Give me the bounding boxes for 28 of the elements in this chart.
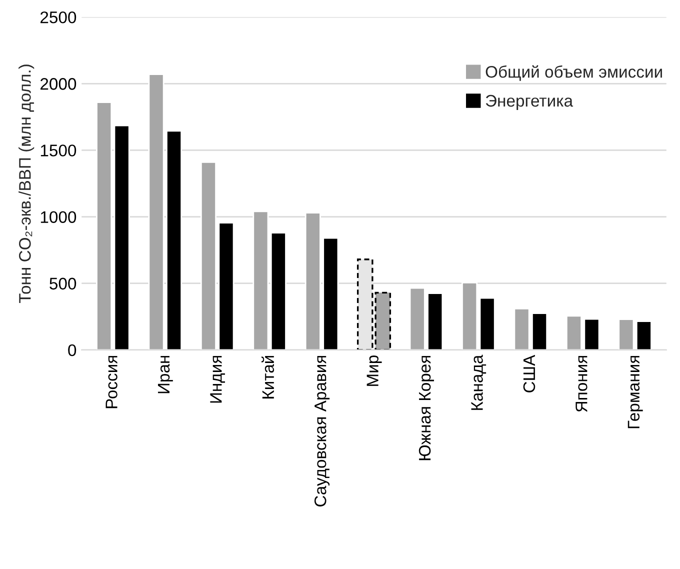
bar bbox=[96, 102, 112, 350]
x-tick-label: Индия bbox=[210, 356, 225, 403]
x-tick-label: Россия bbox=[106, 356, 118, 408]
bar bbox=[462, 282, 478, 350]
legend-label: Энергетика bbox=[486, 94, 574, 110]
x-tick-label: Мир bbox=[366, 355, 382, 386]
x-tick-label: Япония bbox=[576, 356, 588, 412]
x-tick-label: США bbox=[523, 354, 536, 392]
y-axis-title: Тонн CO₂-экв./ВВП (млн долл.) bbox=[18, 64, 34, 304]
y-tick-label: 2500 bbox=[40, 11, 76, 24]
x-tick-label: Саудовская Аравия bbox=[314, 356, 330, 506]
x-tick-label: Иран bbox=[158, 356, 173, 394]
x-tick-label: Германия bbox=[628, 356, 643, 428]
y-tick-label: 1000 bbox=[40, 211, 76, 223]
y-tick-label: 500 bbox=[50, 278, 76, 290]
bar bbox=[270, 232, 286, 350]
bar bbox=[618, 318, 634, 350]
y-tick-label: 0 bbox=[68, 344, 76, 356]
bar bbox=[479, 297, 496, 350]
x-tick-label: Китай bbox=[262, 356, 274, 398]
y-tick-label: 1500 bbox=[40, 144, 76, 156]
x-tick-label: Канада bbox=[471, 354, 486, 410]
bar bbox=[114, 124, 130, 350]
x-tick-label: Южная Корея bbox=[418, 356, 434, 460]
bar bbox=[252, 210, 269, 350]
y-tick-label: 2000 bbox=[40, 78, 76, 90]
legend-label: Общий объем эмиссии bbox=[486, 65, 662, 81]
bar bbox=[636, 320, 652, 350]
